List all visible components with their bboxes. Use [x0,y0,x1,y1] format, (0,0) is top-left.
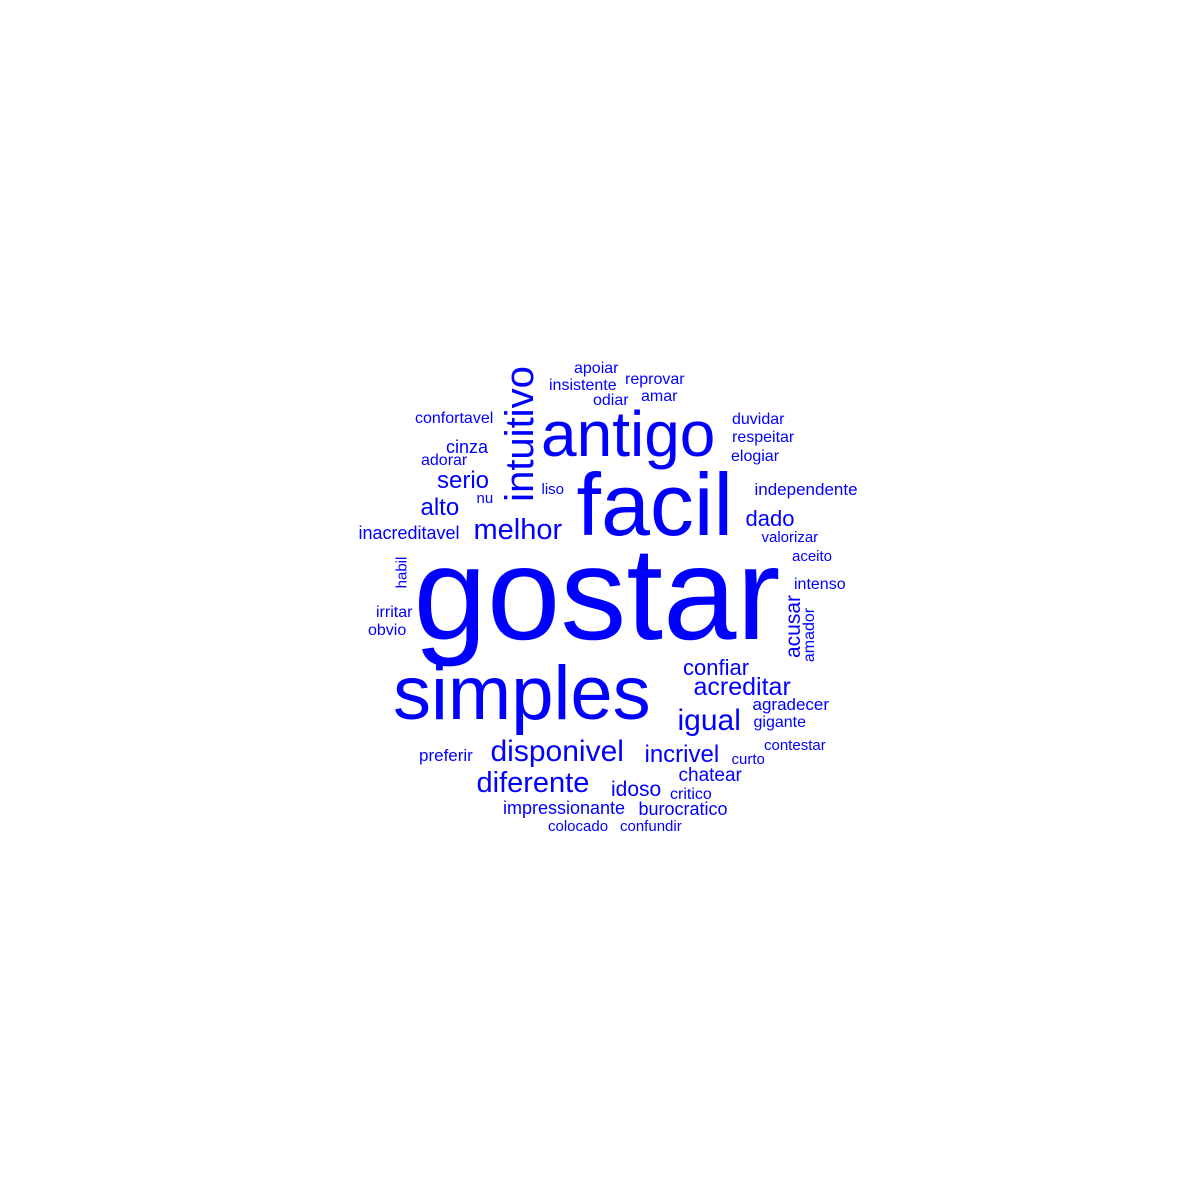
word-diferente: diferente [476,766,590,799]
word-confortavel: confortavel [415,410,494,427]
word-disponivel: disponivel [490,735,624,768]
word-dado: dado [745,506,795,531]
word-antigo: antigo [541,398,716,470]
word-gostar: gostar [413,520,781,667]
word-duvidar: duvidar [732,411,785,428]
word-insistente: insistente [549,377,617,394]
word-reprovar: reprovar [625,371,685,388]
word-liso: liso [541,480,565,498]
word-habil: habil [393,556,411,588]
word-nu: nu [476,489,494,507]
word-idoso: idoso [611,777,662,801]
word-curto: curto [731,750,765,768]
word-valorizar: valorizar [761,528,819,546]
word-burocratico: burocratico [638,799,728,819]
word-obvio: obvio [368,622,407,639]
word-amador: amador [801,607,819,663]
word-odiar: odiar [593,392,629,409]
word-alto: alto [420,494,460,521]
word-adorar: adorar [421,452,468,469]
word-inacreditavel: inacreditavel [358,523,460,543]
word-chatear: chatear [678,764,742,786]
word-facil: facil [576,455,734,554]
word-igual: igual [677,704,741,737]
word-elogiar: elogiar [731,448,780,465]
word-intuitivo: intuitivo [497,366,542,502]
word-aceito: aceito [792,547,833,565]
word-preferir: preferir [419,745,473,765]
word-melhor: melhor [473,513,563,546]
word-contestar: contestar [764,736,826,754]
word-incrivel: incrivel [644,741,720,768]
word-gigante: gigante [753,714,807,731]
word-confiar: confiar [683,655,750,680]
word-impressionante: impressionante [503,798,626,818]
word-colocado: colocado [548,817,609,835]
word-simples: simples [393,651,651,736]
word-intenso: intenso [794,576,846,593]
word-agradecer: agradecer [752,694,830,714]
word-confundir: confundir [620,817,682,835]
word-apoiar: apoiar [574,360,619,377]
word-acreditar: acreditar [693,672,791,701]
word-serio: serio [437,467,490,494]
word-independente: independente [754,479,858,499]
word-respeitar: respeitar [732,429,795,446]
word-amar: amar [641,388,678,405]
word-irritar: irritar [376,604,413,621]
word-critico: critico [670,786,712,803]
word-cinza: cinza [446,437,489,457]
